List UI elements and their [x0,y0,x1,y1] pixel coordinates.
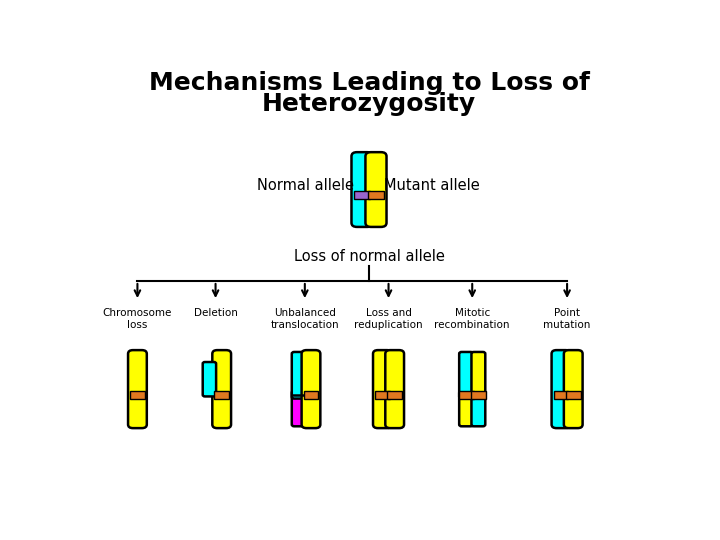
FancyBboxPatch shape [203,362,216,396]
FancyBboxPatch shape [212,350,231,428]
Bar [387,391,402,399]
FancyBboxPatch shape [564,350,582,428]
Text: Loss of normal allele: Loss of normal allele [294,248,444,264]
FancyBboxPatch shape [292,352,305,399]
Bar [566,391,580,399]
Text: Unbalanced
translocation: Unbalanced translocation [271,308,339,329]
Bar [471,391,486,399]
Bar [215,391,229,399]
FancyBboxPatch shape [472,391,485,426]
Bar [459,391,474,399]
Bar [368,191,384,199]
Text: Normal allele: Normal allele [257,178,354,193]
FancyBboxPatch shape [459,391,473,426]
FancyBboxPatch shape [366,152,387,227]
Bar [354,191,370,199]
Text: Mutant allele: Mutant allele [384,178,480,193]
FancyBboxPatch shape [459,352,473,399]
Bar [554,391,568,399]
Bar [130,391,145,399]
FancyBboxPatch shape [292,391,305,426]
FancyBboxPatch shape [351,152,372,227]
Text: Chromosome
loss: Chromosome loss [103,308,172,329]
Text: Loss and
reduplication: Loss and reduplication [354,308,423,329]
Text: Point
mutation: Point mutation [544,308,591,329]
FancyBboxPatch shape [373,350,392,428]
Text: Mitotic
recombination: Mitotic recombination [434,308,510,329]
Bar [304,391,318,399]
FancyBboxPatch shape [385,350,404,428]
Text: Heterozygosity: Heterozygosity [262,92,476,116]
FancyBboxPatch shape [552,350,570,428]
FancyBboxPatch shape [472,352,485,399]
Text: Deletion: Deletion [194,308,238,318]
FancyBboxPatch shape [302,350,320,428]
Bar [375,391,390,399]
FancyBboxPatch shape [128,350,147,428]
Text: Mechanisms Leading to Loss of: Mechanisms Leading to Loss of [148,71,590,95]
